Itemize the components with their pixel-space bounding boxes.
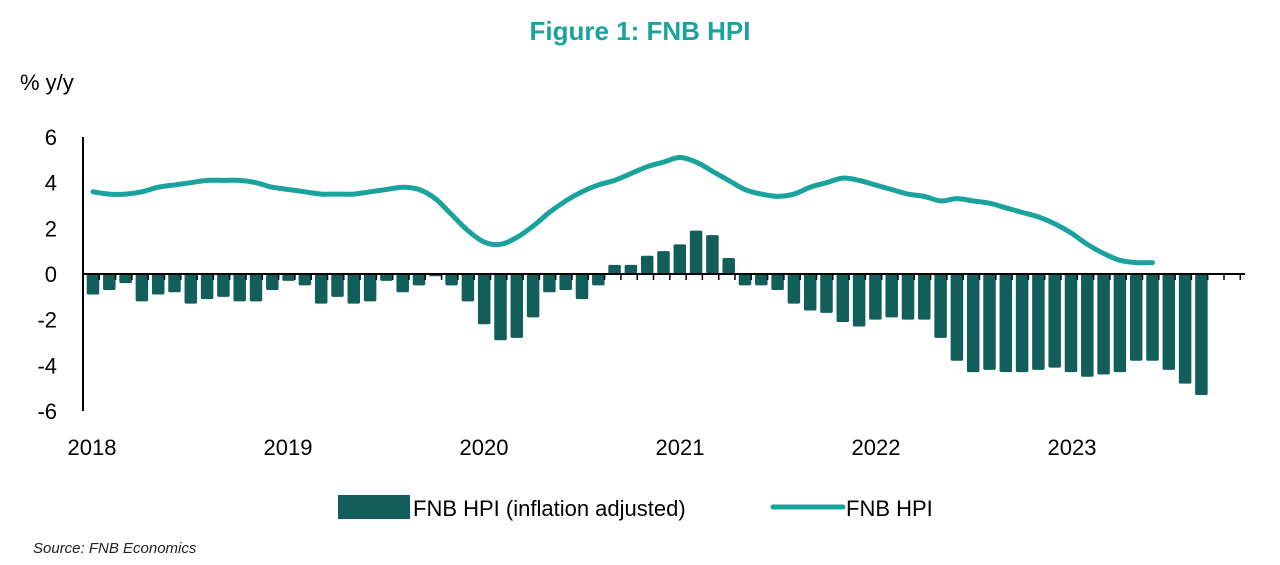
- legend: FNB HPI (inflation adjusted) FNB HPI: [338, 495, 933, 521]
- legend-label-bar: FNB HPI (inflation adjusted): [413, 496, 686, 521]
- bar: [918, 274, 931, 320]
- bar: [86, 274, 100, 295]
- bar: [103, 274, 116, 290]
- bar: [983, 274, 996, 370]
- bar: [836, 274, 850, 322]
- bar: [363, 274, 377, 302]
- bar: [298, 274, 312, 286]
- bar: [640, 255, 654, 274]
- bar: [559, 274, 572, 290]
- bar: [852, 274, 866, 327]
- bar: [396, 274, 409, 293]
- bar: [771, 274, 784, 290]
- bar: [1162, 274, 1176, 370]
- bar: [1178, 274, 1192, 384]
- bar: [869, 274, 882, 320]
- y-tick-label: 6: [45, 125, 57, 150]
- x-tick-label: 2020: [460, 435, 509, 460]
- chart-title: Figure 1: FNB HPI: [529, 16, 750, 46]
- bar: [1015, 274, 1029, 373]
- bar: [706, 235, 719, 274]
- x-tick-label: 2021: [656, 435, 705, 460]
- bar: [461, 274, 475, 302]
- bar: [184, 274, 198, 304]
- y-tick-label: 0: [45, 262, 57, 287]
- legend-label-line: FNB HPI: [846, 496, 933, 521]
- bar: [608, 264, 621, 274]
- bar: [151, 274, 165, 295]
- bar: [934, 274, 947, 338]
- bar: [755, 274, 768, 286]
- bar: [1048, 274, 1061, 368]
- bar: [282, 274, 295, 281]
- bar: [1195, 274, 1208, 396]
- legend-swatch-bar: [338, 495, 410, 519]
- bar: [657, 251, 670, 274]
- bar: [1129, 274, 1143, 361]
- bar: [168, 274, 181, 293]
- bar: [266, 274, 279, 290]
- bar: [135, 274, 149, 302]
- bar: [510, 274, 524, 338]
- x-tick-label: 2019: [264, 435, 313, 460]
- bar: [543, 274, 556, 293]
- bar: [249, 274, 263, 302]
- line-path: [90, 155, 1155, 266]
- bar: [119, 274, 132, 284]
- bar: [592, 274, 605, 286]
- bar-series: [86, 230, 1208, 396]
- bar: [217, 274, 230, 297]
- bar: [689, 230, 703, 274]
- bar: [314, 274, 328, 304]
- bar: [966, 274, 980, 373]
- bar: [1113, 274, 1127, 373]
- bar: [787, 274, 801, 304]
- bar: [999, 274, 1013, 373]
- bar: [347, 274, 361, 304]
- y-tick-label: 4: [45, 171, 57, 196]
- bar: [494, 274, 507, 341]
- x-tick-label: 2018: [68, 435, 117, 460]
- bar: [803, 274, 817, 311]
- bar: [1097, 274, 1110, 375]
- bar: [412, 274, 426, 286]
- y-tick-label: -4: [37, 353, 57, 378]
- bar: [477, 274, 491, 325]
- bar: [1064, 274, 1078, 373]
- bar: [624, 264, 638, 274]
- bar: [901, 274, 915, 320]
- axes: [82, 137, 1245, 411]
- y-axis-label: % y/y: [20, 70, 74, 95]
- bar: [200, 274, 214, 300]
- bar: [331, 274, 344, 297]
- x-tick-label: 2022: [852, 435, 901, 460]
- line-series: [90, 155, 1155, 266]
- bar: [445, 274, 458, 286]
- y-tick-label: 2: [45, 216, 57, 241]
- bar: [1146, 274, 1159, 361]
- x-tick-label: 2023: [1048, 435, 1097, 460]
- y-axis-ticks: 6 4 2 0 -2 -4 -6: [37, 125, 57, 424]
- bar: [673, 244, 687, 274]
- bar: [738, 274, 752, 286]
- bar: [722, 258, 735, 274]
- bar: [820, 274, 833, 313]
- bar: [380, 274, 393, 281]
- bar: [950, 274, 964, 361]
- bar: [233, 274, 246, 302]
- bar: [1032, 274, 1045, 370]
- bar: [885, 274, 898, 318]
- bar: [575, 274, 589, 300]
- y-tick-label: -6: [37, 399, 57, 424]
- y-tick-label: -2: [37, 308, 57, 333]
- source-note: Source: FNB Economics: [33, 540, 197, 557]
- x-axis-ticks: 2018 2019 2020 2021 2022 2023: [68, 435, 1097, 460]
- bar: [526, 274, 540, 318]
- bar: [1081, 274, 1094, 377]
